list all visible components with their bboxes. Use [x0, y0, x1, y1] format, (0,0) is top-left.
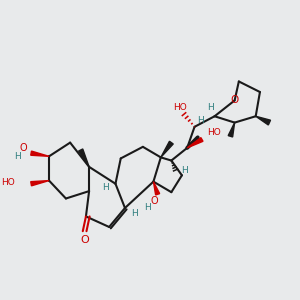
- Text: HO: HO: [173, 103, 187, 112]
- Text: O: O: [230, 95, 239, 105]
- Text: O: O: [80, 235, 89, 244]
- Text: H: H: [207, 103, 214, 112]
- Text: O: O: [151, 196, 158, 206]
- Text: HO: HO: [2, 178, 15, 187]
- Polygon shape: [153, 182, 160, 195]
- Text: O: O: [20, 143, 28, 153]
- Text: HO: HO: [207, 128, 221, 136]
- Polygon shape: [228, 123, 235, 137]
- Text: H: H: [144, 203, 151, 212]
- Text: H: H: [14, 152, 21, 161]
- Polygon shape: [161, 141, 173, 158]
- Polygon shape: [256, 116, 271, 125]
- Polygon shape: [187, 138, 203, 148]
- Polygon shape: [79, 149, 89, 167]
- Text: H: H: [197, 116, 204, 125]
- Text: H: H: [181, 166, 188, 175]
- Polygon shape: [31, 151, 49, 156]
- Text: H: H: [103, 184, 110, 193]
- Text: H: H: [131, 209, 138, 218]
- Polygon shape: [31, 181, 49, 186]
